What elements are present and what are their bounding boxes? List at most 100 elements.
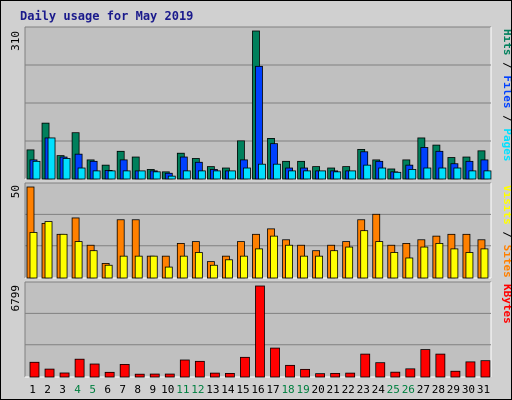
bar-visits-day-15	[240, 255, 248, 279]
x-tick-label-day-6: 6	[104, 383, 111, 396]
x-tick-label-day-13: 13	[206, 383, 219, 396]
x-tick-label-day-12: 12	[191, 383, 204, 396]
bar-pages-day-22	[348, 170, 357, 180]
legend-separator: /	[501, 109, 511, 129]
bar-kbytes-day-6	[104, 371, 115, 378]
bar-visits-day-24	[375, 241, 384, 279]
bar-kbytes-day-11	[179, 359, 190, 378]
bar-pages-day-26	[408, 169, 417, 180]
bar-visits-day-19	[300, 255, 308, 279]
x-tick-label-day-26: 26	[402, 383, 415, 396]
bar-pages-day-27	[423, 167, 432, 180]
bar-kbytes-day-26	[405, 368, 416, 378]
bar-visits-day-21	[330, 250, 339, 279]
bar-pages-day-12	[197, 170, 206, 180]
x-tick-label-day-27: 27	[417, 383, 430, 396]
bar-visits-day-3	[59, 233, 68, 279]
bar-kbytes-day-17	[270, 347, 280, 378]
chart-title: Daily usage for May 2019	[20, 9, 194, 23]
bar-pages-day-8	[137, 170, 146, 180]
bar-kbytes-day-21	[330, 372, 341, 378]
bar-visits-day-14	[225, 259, 233, 279]
bar-visits-day-10	[164, 266, 173, 279]
bar-kbytes-day-9	[149, 373, 160, 378]
bar-pages-day-6	[107, 170, 116, 180]
bar-visits-day-11	[179, 255, 188, 279]
bar-kbytes-day-18	[285, 364, 295, 378]
legend-separator: /	[501, 56, 511, 76]
x-tick-label-day-10: 10	[161, 383, 174, 396]
legend-pages: Pages	[501, 128, 511, 161]
x-tick-label-day-9: 9	[149, 383, 156, 396]
bar-pages-day-17	[273, 163, 281, 180]
bar-kbytes-day-19	[300, 368, 310, 378]
bar-pages-day-14	[228, 170, 236, 180]
bar-pages-day-2	[47, 137, 56, 180]
bar-pages-day-5	[92, 170, 101, 180]
bar-kbytes-day-14	[225, 372, 235, 378]
x-tick-label-day-16: 16	[251, 383, 264, 396]
bar-kbytes-day-28	[435, 353, 446, 378]
bar-files-day-16	[255, 65, 263, 180]
bar-visits-day-28	[435, 243, 444, 279]
bar-visits-day-5	[89, 250, 98, 279]
panel-bottom-ymax-label: 6799	[9, 285, 22, 312]
panel-middle-legend: Visits / Sites	[501, 185, 511, 278]
x-tick-label-day-31: 31	[477, 383, 490, 396]
bar-pages-day-11	[182, 170, 191, 180]
bar-visits-day-23	[360, 230, 369, 279]
bar-kbytes-day-15	[240, 356, 250, 378]
x-tick-label-day-20: 20	[312, 383, 325, 396]
bar-pages-day-30	[468, 170, 477, 180]
bar-kbytes-day-25	[390, 371, 401, 378]
bar-kbytes-day-13	[209, 372, 220, 378]
x-tick-label-day-11: 11	[176, 383, 189, 396]
bar-pages-day-4	[77, 167, 86, 180]
legend-sites: Sites	[501, 245, 511, 278]
bar-visits-day-31	[480, 248, 489, 279]
legend-files: Files	[501, 75, 511, 108]
panel-bottom-legend: KBytes	[501, 284, 511, 324]
bar-visits-day-27	[420, 246, 429, 279]
legend-visits: Visits	[501, 185, 511, 225]
x-tick-label-day-7: 7	[119, 383, 126, 396]
x-tick-label-day-3: 3	[59, 383, 66, 396]
bar-kbytes-day-12	[194, 360, 205, 378]
bar-visits-day-7	[119, 255, 128, 279]
bar-kbytes-day-2	[44, 368, 55, 378]
x-tick-label-day-30: 30	[462, 383, 475, 396]
panel-top-ymax-label: 310	[9, 31, 22, 51]
bar-kbytes-day-7	[119, 364, 130, 378]
bar-visits-day-29	[450, 248, 459, 279]
bar-visits-day-26	[405, 257, 414, 279]
x-tick-label-day-15: 15	[236, 383, 249, 396]
bar-pages-day-15	[243, 167, 251, 180]
bar-kbytes-day-10	[164, 373, 175, 378]
bar-visits-day-17	[270, 235, 278, 279]
bar-pages-day-23	[363, 164, 372, 180]
bar-kbytes-day-1	[29, 361, 40, 378]
bar-kbytes-day-5	[89, 363, 100, 378]
bar-pages-day-1	[32, 160, 41, 180]
bar-pages-day-7	[122, 170, 131, 180]
x-tick-label-day-2: 2	[44, 383, 51, 396]
x-tick-label-day-19: 19	[296, 383, 309, 396]
bar-kbytes-day-23	[360, 353, 371, 378]
x-tick-label-day-21: 21	[327, 383, 340, 396]
bar-visits-day-2	[44, 221, 53, 279]
legend-hits: Hits	[501, 29, 511, 56]
bar-pages-day-20	[318, 170, 327, 180]
bar-kbytes-day-16	[255, 285, 265, 378]
bar-pages-day-13	[212, 170, 221, 180]
bar-kbytes-day-20	[315, 373, 326, 378]
panel-middle-ymax-label: 50	[9, 185, 22, 198]
bar-kbytes-day-31	[480, 360, 491, 378]
bar-visits-day-30	[465, 252, 474, 279]
bar-pages-day-16	[258, 163, 266, 180]
legend-separator: /	[501, 225, 511, 245]
bar-visits-day-1	[29, 232, 38, 279]
x-tick-label-day-22: 22	[342, 383, 355, 396]
bar-visits-day-18	[285, 244, 293, 279]
bar-visits-day-16	[255, 248, 263, 279]
